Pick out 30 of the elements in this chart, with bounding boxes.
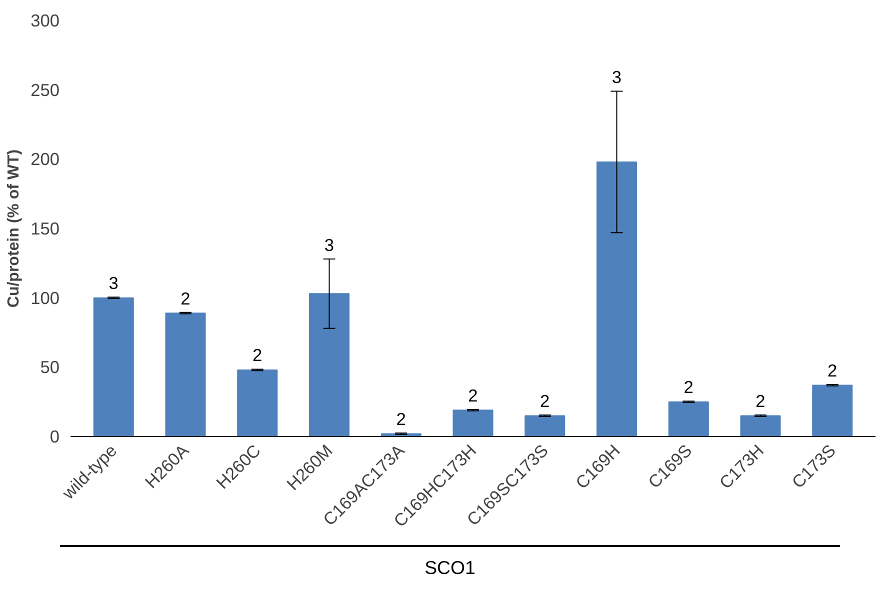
bar (668, 401, 709, 436)
y-tick-label: 150 (30, 218, 60, 238)
y-tick-label: 0 (50, 426, 60, 446)
bar (308, 293, 350, 436)
x-axis-title: SCO1 (424, 556, 476, 580)
annotation: 2 (756, 391, 766, 412)
annotation: 2 (540, 391, 550, 412)
annotation: 2 (468, 385, 478, 406)
bar (93, 297, 134, 436)
bar (237, 369, 278, 436)
y-axis-title: Cu/protein (% of WT) (6, 149, 23, 308)
annotation: 3 (108, 273, 118, 294)
annotation: 2 (180, 288, 190, 308)
bar (524, 415, 566, 436)
annotation: 3 (324, 235, 334, 256)
annotation: 2 (684, 377, 694, 398)
y-tick-label: 50 (40, 357, 60, 378)
annotation: 3 (612, 67, 622, 88)
bar (165, 312, 206, 436)
y-tick-label: 100 (30, 288, 60, 308)
annotation: 2 (396, 409, 406, 430)
bar (596, 161, 638, 436)
bar (740, 415, 781, 436)
annotation: 2 (252, 345, 262, 366)
y-tick-label: 200 (30, 149, 60, 170)
y-tick-label: 250 (30, 80, 60, 100)
annotation: 2 (828, 360, 838, 380)
bar (452, 410, 494, 436)
bar (812, 384, 853, 436)
y-tick-label: 300 (30, 10, 60, 30)
